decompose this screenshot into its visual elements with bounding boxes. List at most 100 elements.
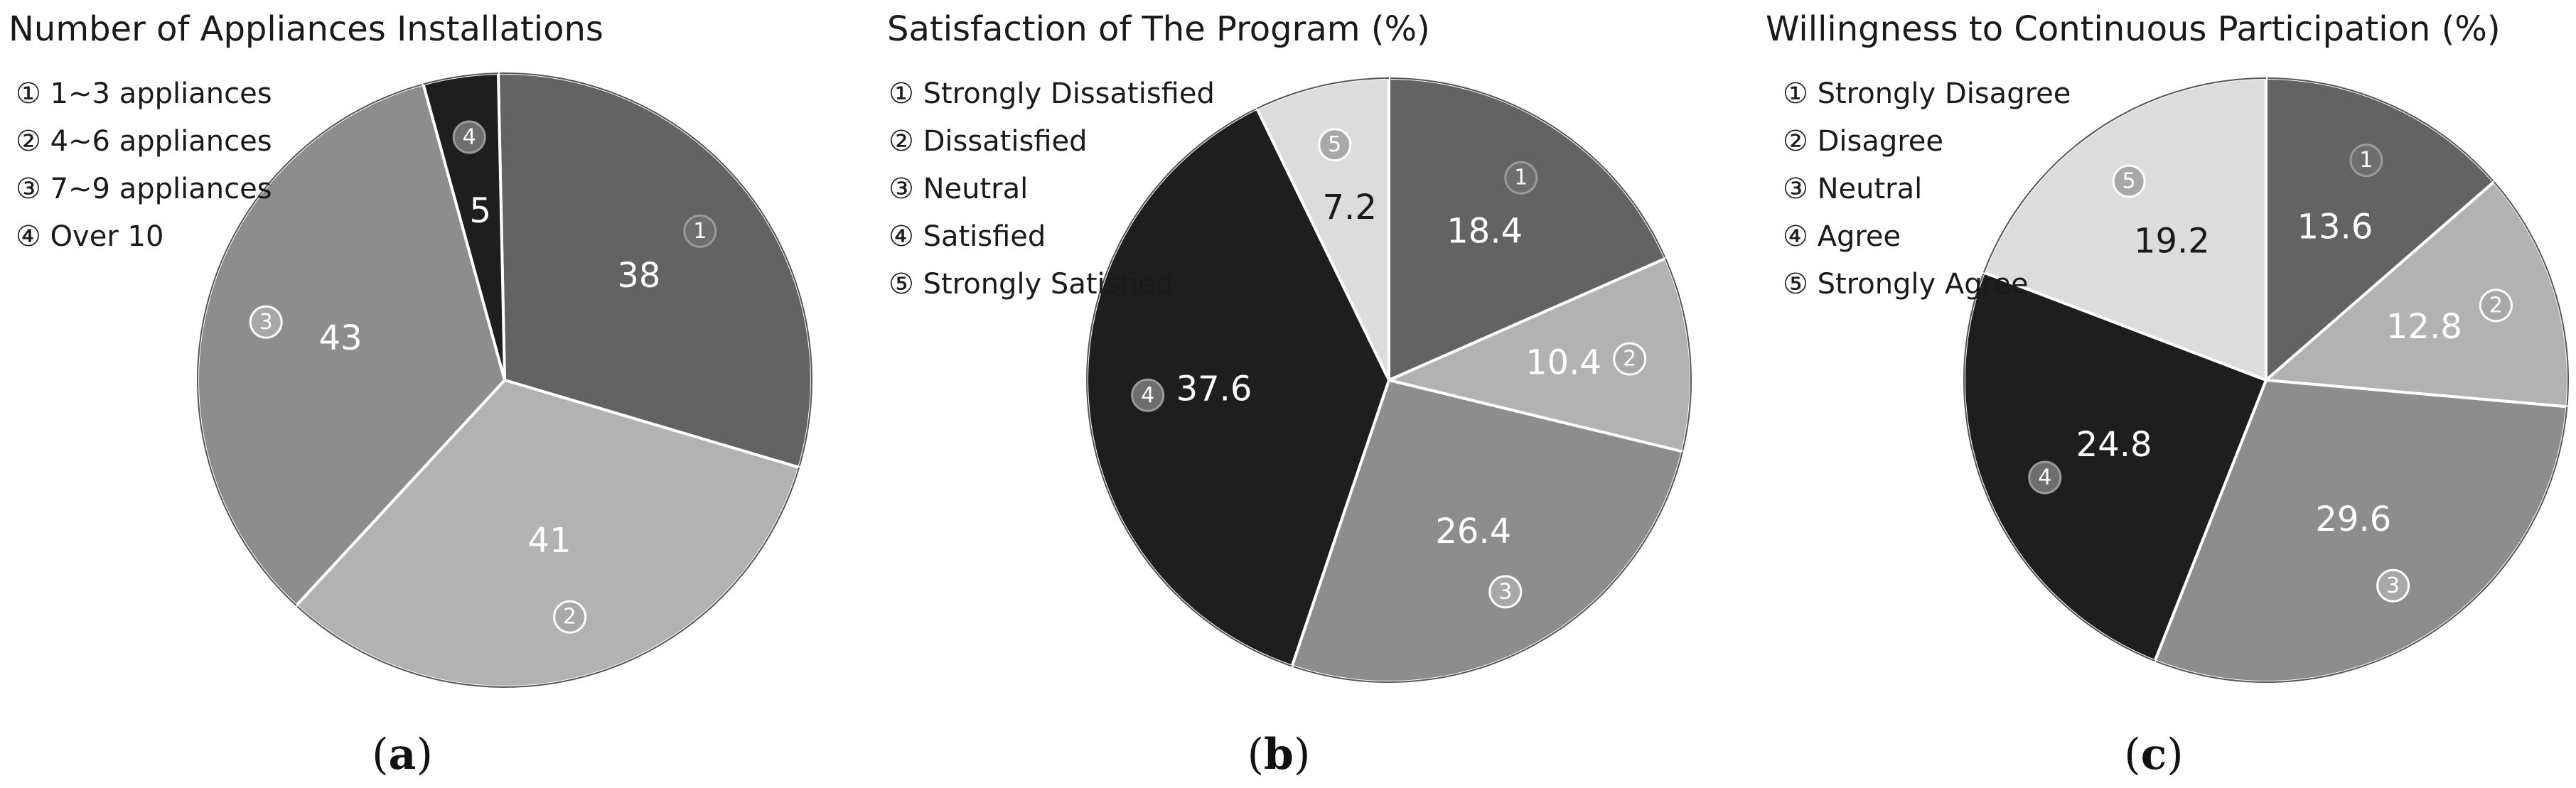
chart-title: Satisfaction of The Program (%) bbox=[887, 9, 1430, 49]
slice-marker-circle bbox=[1488, 575, 1523, 609]
slice-marker: 5 bbox=[2112, 164, 2146, 198]
slice-marker-circle bbox=[2112, 164, 2146, 198]
caption-letter: c bbox=[2141, 730, 2167, 779]
legend-item: ① 1~3 appliances bbox=[16, 77, 272, 110]
caption: (b) bbox=[1247, 730, 1311, 779]
caption-letter: a bbox=[389, 730, 417, 779]
data-label: 13.6 bbox=[2297, 207, 2373, 247]
pie-slice-edge bbox=[1982, 77, 2267, 273]
caption-letter: b bbox=[1264, 730, 1294, 779]
data-label: 18.4 bbox=[1447, 212, 1523, 252]
pie-slice-edge bbox=[1256, 77, 1390, 109]
data-label: 10.4 bbox=[1525, 342, 1601, 382]
pie-slice-edge bbox=[1085, 107, 1292, 667]
slice-labels: 18.4 1 10.4 2 26.4 3 37.6 4 7.2 5 bbox=[1131, 128, 1647, 609]
slice-marker-number: 1 bbox=[2359, 148, 2373, 173]
data-label: 38 bbox=[617, 256, 660, 296]
pie-slice-edge bbox=[498, 72, 812, 468]
pie-slice-edge bbox=[1388, 77, 1666, 259]
caption: (a) bbox=[372, 730, 433, 779]
slice-marker-number: 4 bbox=[463, 125, 476, 150]
slice-marker-circle bbox=[2479, 288, 2513, 323]
chart-panel-a: 38 1 41 2 43 3 5 4 Number of Appliances Install… bbox=[9, 9, 813, 779]
slice-labels: 13.6 1 12.8 2 29.6 3 24.8 4 19.2 5 bbox=[2028, 144, 2513, 603]
slice-marker: 4 bbox=[1131, 378, 1165, 412]
pie-slice-edge bbox=[1963, 272, 2155, 662]
legend-item: ② 4~6 appliances bbox=[16, 125, 272, 158]
legend-item: ⑤ Strongly Agree bbox=[1783, 268, 2028, 301]
legend-item: ⑤ Strongly Satisfied bbox=[889, 268, 1174, 301]
slice-marker-number: 2 bbox=[1623, 347, 1636, 372]
slice-marker-number: 3 bbox=[2386, 573, 2400, 598]
pie-slices bbox=[1085, 77, 1692, 684]
legend-item: ④ Satisfied bbox=[889, 220, 1046, 253]
slice-marker-circle bbox=[1613, 342, 1647, 376]
slice-marker: 2 bbox=[1613, 342, 1647, 376]
slice-marker-circle bbox=[452, 120, 486, 154]
slice-marker-number: 1 bbox=[1514, 166, 1528, 190]
slice-marker: 1 bbox=[2349, 144, 2383, 178]
slice-marker: 5 bbox=[1318, 128, 1352, 162]
data-label: 26.4 bbox=[1435, 512, 1511, 551]
data-label: 29.6 bbox=[2315, 500, 2391, 539]
slice-marker-circle bbox=[1504, 161, 1538, 195]
pie-slice-edge bbox=[197, 83, 424, 607]
legend-item: ③ Neutral bbox=[889, 173, 1028, 205]
chart-panel-c: 13.6 1 12.8 2 29.6 3 24.8 4 19.2 5 Willingness to… bbox=[1766, 9, 2570, 779]
slice-marker: 2 bbox=[553, 600, 587, 634]
data-label: 5 bbox=[470, 191, 492, 231]
legend-item: ② Disagree bbox=[1783, 125, 1943, 158]
legend-item: ④ Over 10 bbox=[16, 220, 163, 253]
slice-marker: 4 bbox=[452, 120, 486, 154]
pie-slice-edge bbox=[2265, 77, 2495, 183]
chart-title: Number of Appliances Installations bbox=[9, 9, 603, 49]
chart-panel-b: 18.4 1 10.4 2 26.4 3 37.6 4 7.2 5 Satisfaction of… bbox=[887, 9, 1692, 779]
pie-slice-edge bbox=[1292, 451, 1683, 683]
legend: ① 1~3 appliances ② 4~6 appliances ③ 7~9 … bbox=[16, 77, 272, 253]
slice-marker-circle bbox=[683, 214, 717, 248]
data-label: 19.2 bbox=[2134, 222, 2210, 261]
slice-marker-circle bbox=[2376, 568, 2410, 603]
slice-marker-number: 4 bbox=[2038, 465, 2051, 490]
data-label: 24.8 bbox=[2076, 425, 2152, 465]
slice-marker-number: 1 bbox=[693, 219, 707, 244]
legend-item: ③ Neutral bbox=[1783, 173, 1922, 205]
slice-marker: 4 bbox=[2028, 460, 2062, 495]
slice-marker: 3 bbox=[2376, 568, 2410, 603]
slice-marker-number: 2 bbox=[2489, 293, 2503, 318]
slice-marker-number: 5 bbox=[1328, 132, 1341, 157]
slice-marker-circle bbox=[1131, 378, 1165, 412]
legend-item: ② Dissatisfied bbox=[889, 125, 1088, 158]
slice-marker-number: 3 bbox=[1498, 579, 1512, 604]
slice-marker: 3 bbox=[1488, 575, 1523, 609]
pie-slice-edge bbox=[296, 467, 800, 688]
pie-slices bbox=[196, 72, 813, 689]
caption: (c) bbox=[2124, 730, 2183, 779]
legend-item: ① Strongly Disagree bbox=[1783, 77, 2071, 110]
slice-marker-number: 5 bbox=[2122, 169, 2136, 194]
slice-marker-number: 4 bbox=[1141, 383, 1154, 408]
legend: ① Strongly Disagree ② Disagree ③ Neutral… bbox=[1783, 77, 2071, 301]
slice-marker-number: 3 bbox=[259, 310, 273, 335]
data-label: 12.8 bbox=[2386, 307, 2462, 347]
slice-marker: 1 bbox=[1504, 161, 1538, 195]
data-label: 41 bbox=[527, 521, 571, 561]
slice-marker-circle bbox=[249, 305, 283, 339]
pie-slice-edge bbox=[2493, 181, 2569, 407]
data-label: 7.2 bbox=[1323, 188, 1377, 227]
slice-marker-circle bbox=[2349, 144, 2383, 178]
slice-marker: 1 bbox=[683, 214, 717, 248]
slice-marker-circle bbox=[2028, 460, 2062, 495]
slice-marker-number: 2 bbox=[563, 605, 576, 630]
slice-labels: 38 1 41 2 43 3 5 4 bbox=[249, 120, 717, 634]
legend-item: ③ 7~9 appliances bbox=[16, 173, 272, 205]
pie-slices bbox=[1963, 77, 2570, 684]
data-label: 37.6 bbox=[1176, 369, 1252, 409]
chart-title: Willingness to Continuous Participation … bbox=[1766, 9, 2501, 49]
slice-marker: 2 bbox=[2479, 288, 2513, 323]
data-label: 43 bbox=[319, 318, 363, 358]
legend-item: ④ Agree bbox=[1783, 220, 1901, 253]
slice-marker-circle bbox=[553, 600, 587, 634]
pie-slice-edge bbox=[1665, 258, 1692, 452]
